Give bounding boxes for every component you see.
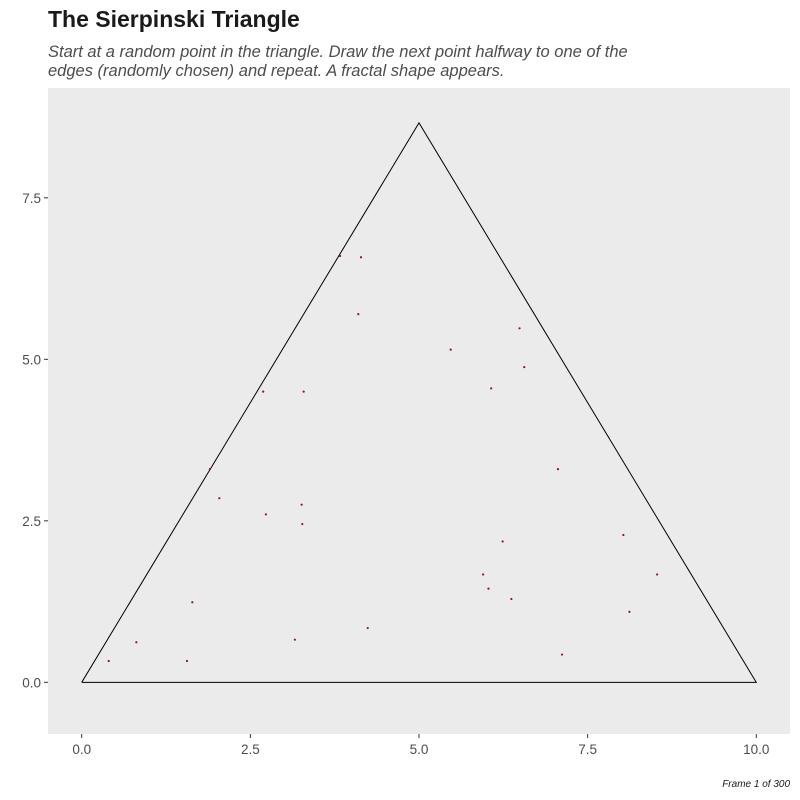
data-point (338, 254, 342, 258)
data-point (656, 573, 659, 576)
points-layer (107, 254, 659, 663)
y-tick-label: 7.5 (22, 191, 41, 206)
triangle-layer (81, 121, 758, 683)
frame-caption: Frame 1 of 300 (722, 779, 790, 790)
x-tick-label: 0.0 (72, 742, 91, 757)
data-point (487, 587, 490, 590)
data-point (135, 641, 138, 644)
data-point (107, 659, 110, 663)
data-point (293, 638, 296, 641)
chart-title: The Sierpinski Triangle (48, 6, 300, 32)
data-point (510, 597, 513, 601)
data-point (300, 503, 303, 506)
data-point (262, 390, 265, 393)
data-point (518, 327, 521, 330)
y-tick-label: 5.0 (22, 352, 41, 367)
data-point (501, 540, 504, 543)
x-tick-label: 10.0 (743, 742, 769, 757)
plot-panel (48, 88, 790, 734)
data-point (560, 653, 564, 656)
data-point (208, 468, 211, 471)
y-tick-label: 0.0 (22, 675, 41, 690)
x-tick-label: 7.5 (578, 742, 597, 757)
axes: 0.0 2.5 5.0 7.5 10.0 0.0 2.5 5.0 7.5 (22, 191, 769, 757)
y-tick-label: 2.5 (22, 514, 41, 529)
data-point (556, 468, 560, 471)
data-point (490, 387, 493, 390)
data-point (264, 513, 267, 516)
chart-subtitle: Start at a random point in the triangle.… (48, 43, 628, 80)
data-point (359, 256, 363, 259)
data-point (218, 497, 221, 500)
x-tick-label: 5.0 (410, 742, 429, 757)
data-point (185, 659, 189, 663)
data-point (622, 533, 625, 537)
data-point (366, 626, 369, 630)
data-point (449, 348, 452, 351)
data-point (628, 610, 631, 614)
data-point (302, 390, 305, 393)
data-point (301, 522, 304, 526)
data-point (191, 601, 194, 604)
data-point (523, 365, 526, 369)
data-point (357, 313, 360, 316)
data-point (481, 573, 485, 576)
x-tick-label: 2.5 (241, 742, 260, 757)
triangle-outline (81, 121, 758, 683)
